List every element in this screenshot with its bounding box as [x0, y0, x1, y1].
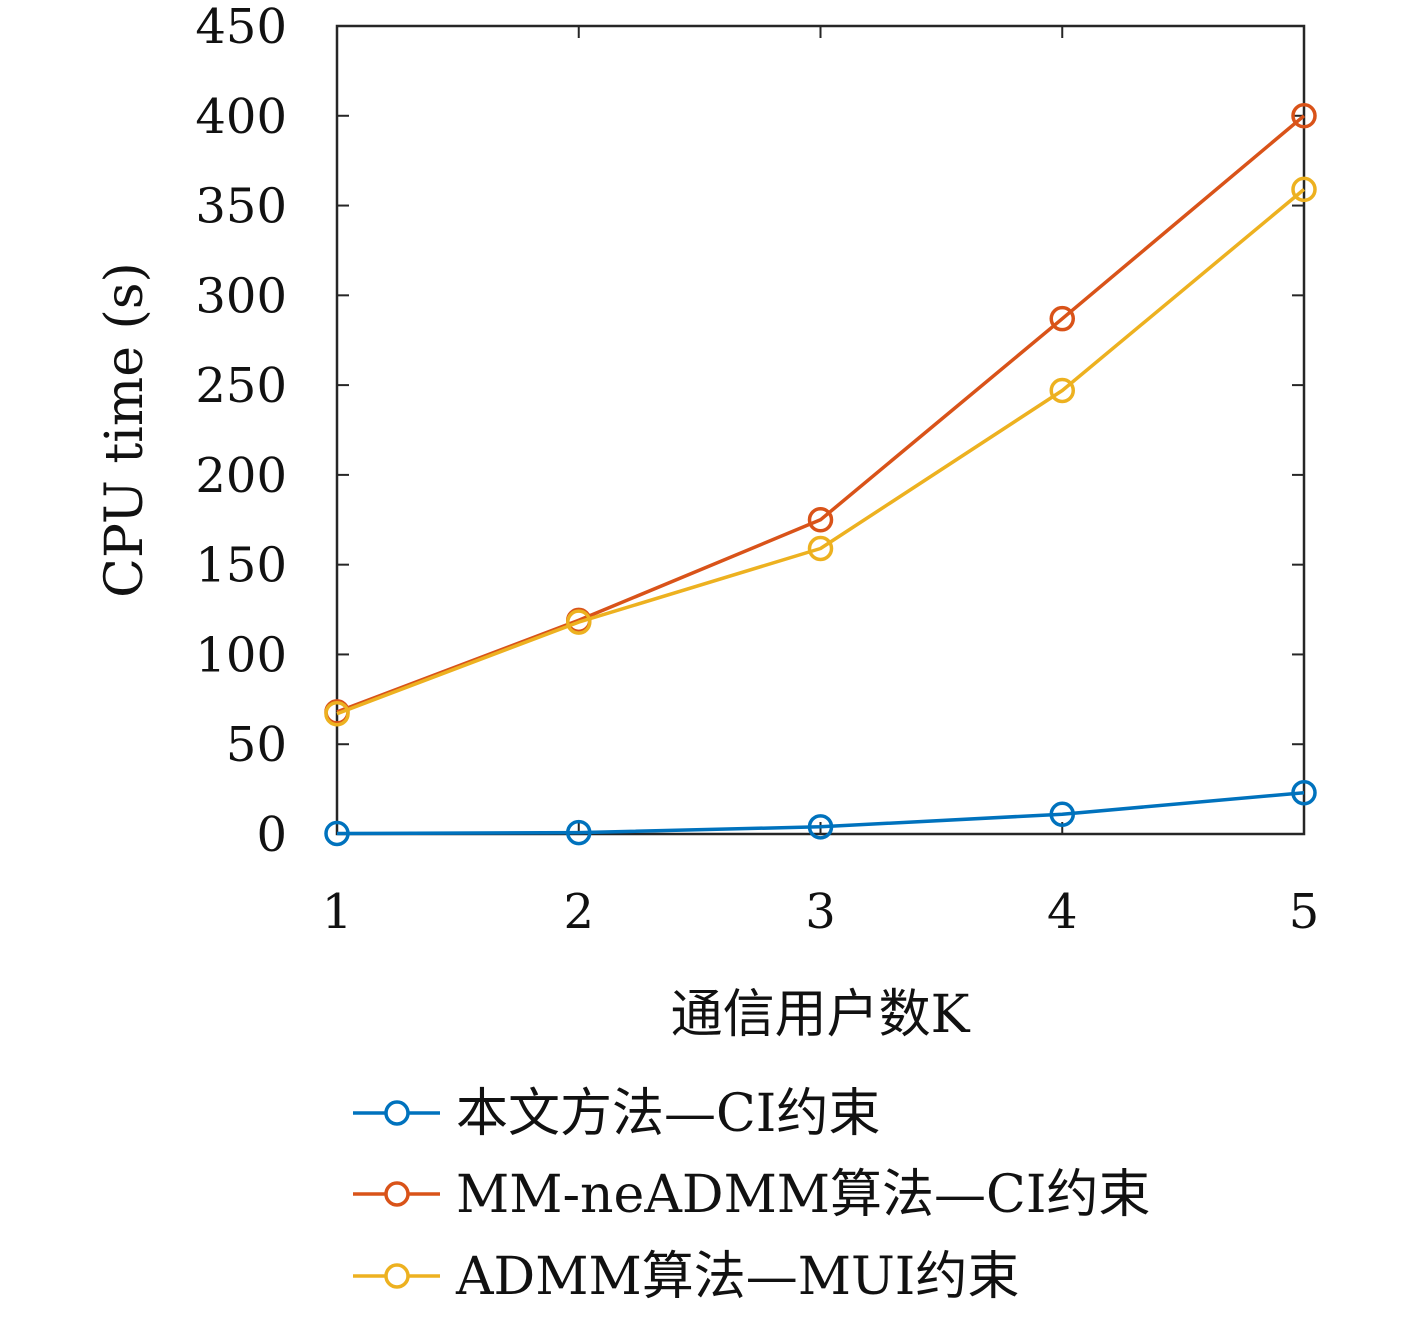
- legend-item: 本文方法—CI约束: [353, 1084, 880, 1144]
- data-point: [807, 507, 834, 533]
- data-point: [1291, 103, 1317, 129]
- data-point: [1049, 305, 1075, 332]
- series-layer: [324, 103, 1317, 847]
- legend-swatch-marker: [384, 1181, 410, 1207]
- data-point: [324, 700, 350, 727]
- axis-ticks: [336, 25, 1305, 835]
- y-tick-label: 400: [195, 89, 287, 145]
- series-line: [336, 790, 1305, 836]
- data-point: [1291, 176, 1317, 203]
- data-point: [807, 535, 834, 562]
- legend-label: ADMM算法—MUI约束: [455, 1247, 1019, 1307]
- y-tick-label: 0: [256, 807, 287, 863]
- data-point: [566, 819, 592, 846]
- series-3: [324, 176, 1317, 727]
- data-point: [566, 609, 592, 635]
- plot-area: [335, 24, 1306, 836]
- x-tick-label: 2: [563, 884, 594, 940]
- x-tick-label: 4: [1047, 884, 1078, 940]
- x-axis-title: 通信用户数K: [671, 985, 971, 1045]
- legend-swatch-marker: [384, 1263, 410, 1289]
- y-axis-title: CPU time (s): [95, 262, 155, 598]
- y-tick-label: 100: [195, 627, 287, 683]
- y-tick-label: 300: [195, 268, 287, 324]
- x-tick-label: 1: [322, 884, 353, 940]
- y-tick-label: 450: [195, 0, 287, 55]
- y-tick-label: 250: [195, 358, 287, 414]
- legend-swatch-marker: [384, 1100, 410, 1126]
- legend-item: MM-neADMM算法—CI约束: [353, 1165, 1150, 1225]
- y-tick-label: 200: [195, 448, 287, 504]
- y-tick-label: 50: [226, 717, 287, 773]
- series-1: [324, 779, 1317, 847]
- legend-label: MM-neADMM算法—CI约束: [456, 1165, 1150, 1225]
- y-tick-label: 150: [195, 538, 287, 594]
- legend-label: 本文方法—CI约束: [456, 1084, 880, 1144]
- data-point: [1291, 779, 1317, 806]
- data-point: [807, 814, 834, 840]
- legend-item: ADMM算法—MUI约束: [353, 1247, 1019, 1307]
- x-tick-label: 5: [1289, 884, 1320, 940]
- series-line: [336, 188, 1306, 716]
- data-point: [324, 820, 350, 847]
- x-tick-label: 3: [805, 884, 836, 940]
- y-tick-label: 350: [195, 179, 287, 235]
- legend: 本文方法—CI约束 MM-neADMM算法—CI约束 ADMM算法—MUI约束: [353, 1084, 1150, 1307]
- data-point: [1049, 801, 1075, 827]
- data-point: [1049, 377, 1075, 404]
